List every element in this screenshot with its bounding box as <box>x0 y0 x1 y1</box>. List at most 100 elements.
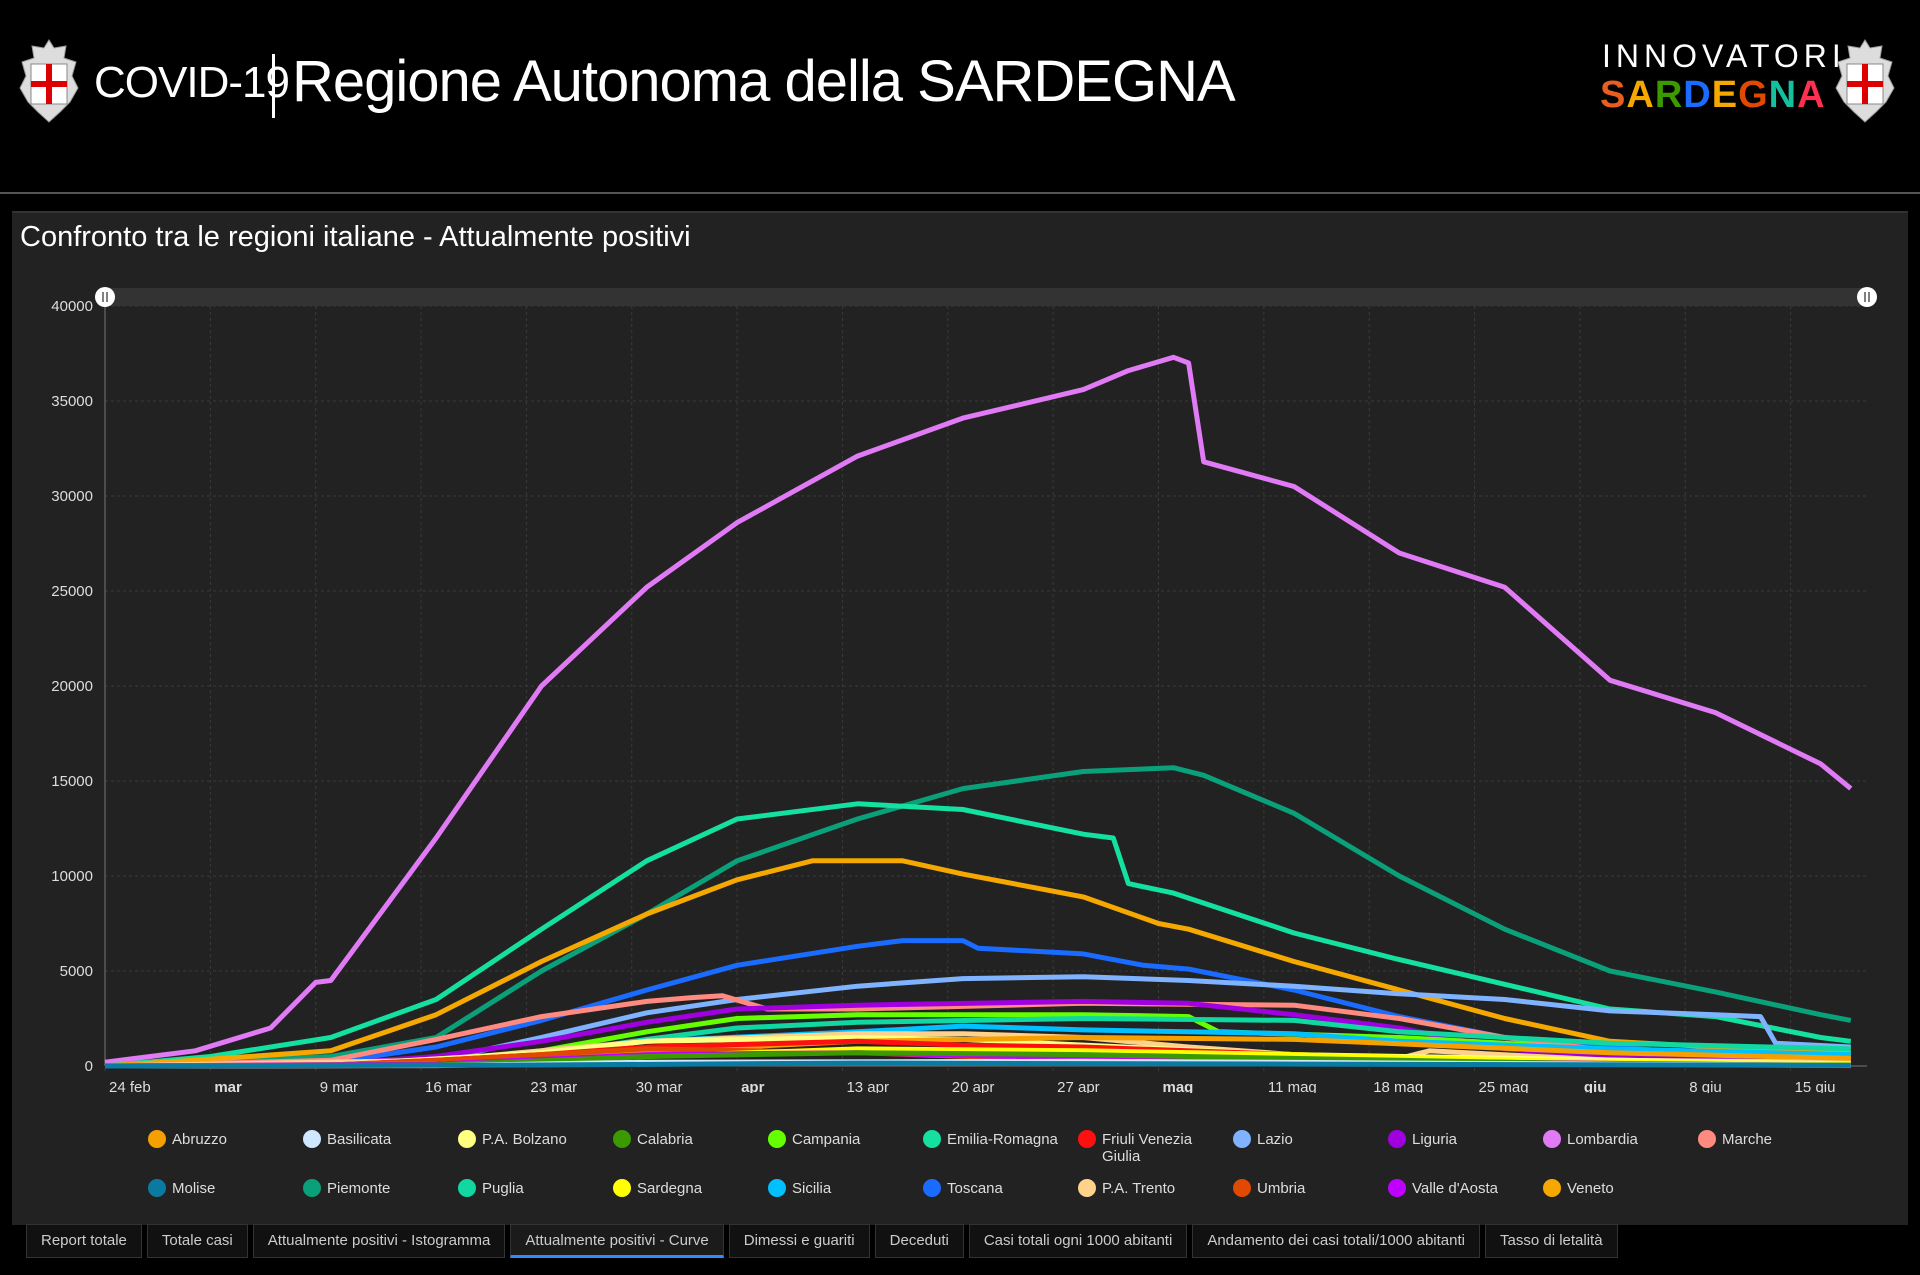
sardegna-crest-icon <box>19 39 79 123</box>
legend-label: Sardegna <box>637 1180 703 1197</box>
x-tick-label: 27 apr <box>1057 1079 1100 1093</box>
legend-label: P.A. Bolzano <box>482 1131 567 1148</box>
legend-item[interactable]: Piemonte <box>303 1179 452 1197</box>
tab-casi-totali-ogni-1000-abitanti[interactable]: Casi totali ogni 1000 abitanti <box>968 1224 1188 1258</box>
app-name: COVID-19 <box>94 58 290 107</box>
y-tick-label: 15000 <box>51 773 93 790</box>
legend-item[interactable]: Valle d'Aosta <box>1388 1179 1537 1197</box>
app-header: COVID-19 Regione Autonoma della SARDEGNA… <box>0 0 1920 194</box>
legend-item[interactable]: Puglia <box>458 1179 607 1197</box>
tab-deceduti[interactable]: Deceduti <box>874 1224 964 1258</box>
legend-item[interactable]: Toscana <box>923 1179 1072 1197</box>
grip-circle <box>1857 287 1877 307</box>
sardegna-crest-icon <box>1835 39 1895 123</box>
x-tick-label: mag <box>1163 1079 1194 1093</box>
x-tick-label: mar <box>214 1079 242 1093</box>
scrollbar-grip-handle[interactable] <box>1857 287 1877 307</box>
legend-item[interactable]: Basilicata <box>303 1130 452 1148</box>
legend-label: Friuli Venezia Giulia <box>1102 1131 1193 1165</box>
legend-label: Sicilia <box>792 1180 832 1197</box>
header-divider <box>272 54 275 118</box>
legend-item[interactable]: P.A. Trento <box>1078 1179 1227 1197</box>
legend-item[interactable]: Friuli Venezia Giulia <box>1078 1130 1227 1165</box>
x-tick-label: giu <box>1584 1079 1607 1093</box>
legend-item[interactable]: Calabria <box>613 1130 762 1148</box>
y-tick-label: 20000 <box>51 678 93 695</box>
legend-label: Liguria <box>1412 1131 1458 1148</box>
legend-item[interactable]: Lazio <box>1233 1130 1382 1148</box>
series-line-emilia-romagna <box>104 801 1852 1069</box>
series-line-lombardia <box>104 354 1853 1065</box>
legend-marker-icon <box>303 1130 321 1148</box>
legend-label: Molise <box>172 1180 216 1197</box>
legend-label: Puglia <box>482 1180 524 1197</box>
legend-item[interactable]: Liguria <box>1388 1130 1537 1148</box>
tab-tasso-di-letalit-[interactable]: Tasso di letalità <box>1485 1224 1618 1258</box>
legend-marker-icon <box>1388 1179 1406 1197</box>
line-chart: 0 5000 10000 15000 20000 25000 30000 35000 40000… <box>51 287 1877 1093</box>
legend-item[interactable]: P.A. Bolzano <box>458 1130 607 1148</box>
legend-marker-icon <box>923 1179 941 1197</box>
x-tick-label: 20 apr <box>952 1079 995 1093</box>
legend-item[interactable]: Sardegna <box>613 1179 762 1197</box>
x-tick-label: 8 giu <box>1689 1079 1722 1093</box>
tab-report-totale[interactable]: Report totale <box>26 1224 142 1258</box>
legend-item[interactable]: Molise <box>148 1179 297 1197</box>
tab-totale-casi[interactable]: Totale casi <box>146 1224 248 1258</box>
range-scrollbar[interactable] <box>105 288 1867 306</box>
tab-bar: Report totale Totale casi Attualmente posi… <box>26 1224 1623 1258</box>
legend-marker-icon <box>1078 1179 1096 1197</box>
legend-label: Valle d'Aosta <box>1412 1180 1498 1197</box>
legend-label: Abruzzo <box>172 1131 228 1148</box>
legend-item[interactable]: Marche <box>1698 1130 1847 1148</box>
x-tick-label: 16 mar <box>425 1079 472 1093</box>
legend-label: Umbria <box>1257 1180 1306 1197</box>
tab-dimessi-e-guariti[interactable]: Dimessi e guariti <box>728 1224 870 1258</box>
legend-label: Emilia-Romagna <box>947 1131 1058 1148</box>
legend-label: Veneto <box>1567 1180 1614 1197</box>
x-tick-label: 9 mar <box>320 1079 358 1093</box>
innovatori-logo-text: INNOVATORI <box>1602 38 1846 74</box>
legend-marker-icon <box>458 1130 476 1148</box>
legend-marker-icon <box>1388 1130 1406 1148</box>
x-tick-label: 23 mar <box>530 1079 577 1093</box>
legend-item[interactable]: Campania <box>768 1130 917 1148</box>
legend-item[interactable]: Lombardia <box>1543 1130 1692 1148</box>
legend-item[interactable]: Umbria <box>1233 1179 1382 1197</box>
legend-marker-icon <box>768 1130 786 1148</box>
x-tick-label: 30 mar <box>636 1079 683 1093</box>
x-tick-label: 25 mag <box>1479 1079 1529 1093</box>
y-tick-label: 30000 <box>51 488 93 505</box>
legend-item[interactable]: Emilia-Romagna <box>923 1130 1072 1148</box>
legend-marker-icon <box>923 1130 941 1148</box>
x-tick-label: 13 apr <box>846 1079 889 1093</box>
legend-marker-icon <box>1233 1130 1251 1148</box>
tab-attualmente-positivi-curve[interactable]: Attualmente positivi - Curve <box>510 1224 724 1258</box>
tab-attualmente-positivi-istogramma[interactable]: Attualmente positivi - Istogramma <box>252 1224 506 1258</box>
x-tick-label: 15 giu <box>1795 1079 1836 1093</box>
legend-item[interactable]: Veneto <box>1543 1179 1692 1197</box>
scrollbar-grip-handle[interactable] <box>95 287 115 307</box>
series-line-molise <box>104 1060 1851 1069</box>
legend-marker-icon <box>613 1179 631 1197</box>
legend-marker-icon <box>458 1179 476 1197</box>
legend-item[interactable]: Sicilia <box>768 1179 917 1197</box>
sardegna-logo-text: SARDEGNA <box>1600 74 1826 116</box>
y-tick-label: 0 <box>85 1058 93 1075</box>
y-tick-label: 40000 <box>51 298 93 315</box>
legend-marker-icon <box>613 1130 631 1148</box>
tab-andamento-dei-casi-totali-1000-abitanti[interactable]: Andamento dei casi totali/1000 abitanti <box>1192 1224 1480 1258</box>
x-tick-label: 24 feb <box>109 1079 151 1093</box>
legend-marker-icon <box>1698 1130 1716 1148</box>
legend-label: Basilicata <box>327 1131 392 1148</box>
legend-label: Piemonte <box>327 1180 391 1197</box>
legend-marker-icon <box>1543 1179 1561 1197</box>
legend-marker-icon <box>148 1179 166 1197</box>
legend-item[interactable]: Abruzzo <box>148 1130 297 1148</box>
legend-label: Marche <box>1722 1131 1773 1148</box>
series-line-veneto <box>104 858 1851 1069</box>
legend-marker-icon <box>303 1179 321 1197</box>
x-tick-label: apr <box>741 1079 765 1093</box>
x-tick-label: 11 mag <box>1268 1079 1317 1093</box>
y-tick-label: 10000 <box>51 868 93 885</box>
